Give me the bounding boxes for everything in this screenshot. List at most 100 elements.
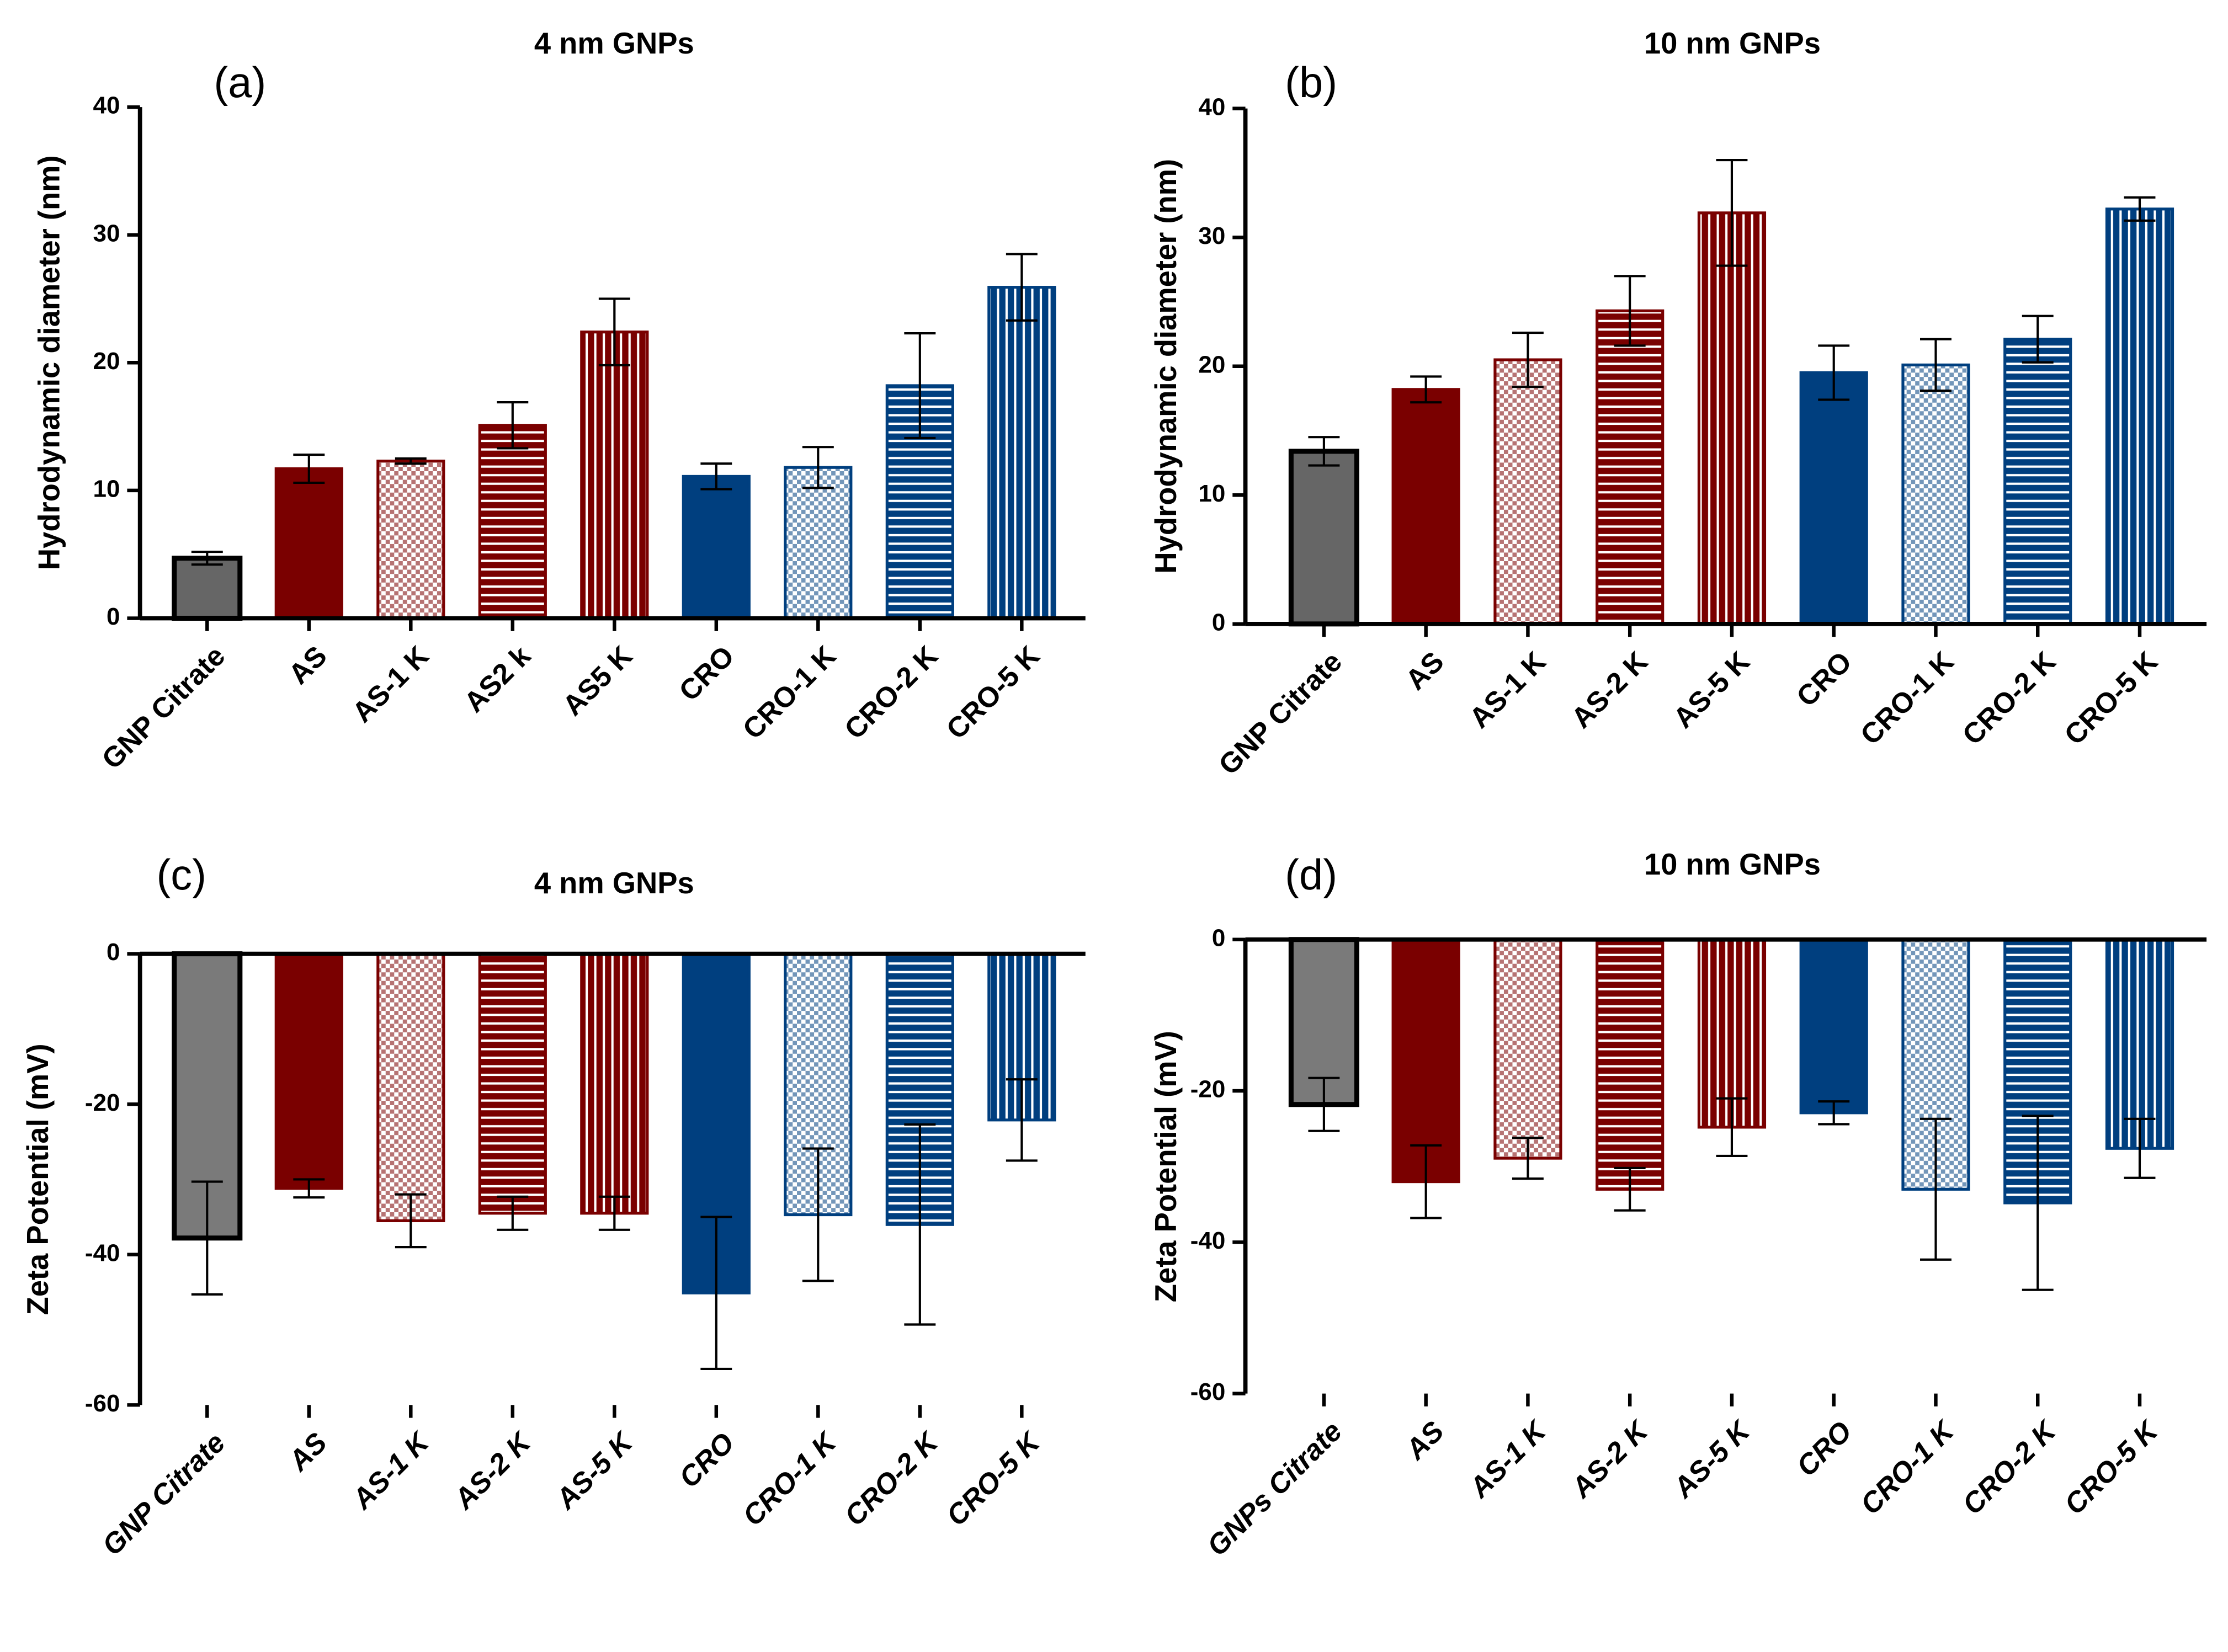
bar [885,384,954,620]
bar [2105,938,2174,1150]
error-bar [497,1195,529,1231]
x-tick-label: CRO-1 K [736,640,842,745]
error-bar [395,1193,427,1249]
error-bar [1308,436,1340,467]
x-tick-label: CRO-2 K [1956,1414,2063,1521]
x-tick-label: CRO-1 K [1854,1414,1961,1521]
bar [274,467,343,620]
bar [1596,938,1665,1191]
y-tick-label: -60 [1190,1378,1226,1405]
error-bar [904,1123,936,1326]
error-bar [1818,1100,1850,1126]
bar [580,952,649,1215]
x-tick-label: AS5 K [556,640,639,722]
bar [784,466,853,620]
bar [2105,207,2174,626]
y-tick-label: 20 [93,348,120,375]
y-tick-label: 30 [1198,222,1225,249]
error-bar [2022,315,2054,364]
bar [376,952,445,1223]
x-tick-label: AS [1399,645,1450,696]
x-tick-label: CRO-2 K [1956,645,2061,750]
error-bar [700,1216,732,1370]
bar [1799,371,1868,626]
chart-title: 10 nm GNPs [1644,848,1821,881]
bar [580,331,649,620]
panel-label: (d) [1285,851,1337,899]
chart-title: 4 nm GNPs [534,26,694,60]
chart-title: 10 nm GNPs [1644,26,1821,60]
x-tick-label: AS-1 K [346,640,435,728]
x-tick-label: CRO-2 K [838,1425,945,1532]
y-tick-label: -60 [85,1390,120,1417]
bar [1391,388,1460,626]
error-bar [1716,159,1748,267]
x-tick-label: AS-5 K [549,1425,640,1516]
bar [478,424,547,620]
x-tick-label: GNPs Citrate [1200,1415,1348,1562]
y-tick-label: 10 [93,476,120,503]
y-tick-label: 40 [93,92,120,119]
error-bar [1614,1166,1646,1212]
x-tick-label: CRO-1 K [1854,645,1959,750]
bar [1799,938,1868,1115]
panel-label: (c) [156,851,206,899]
x-tick-label: AS-1 K [1463,645,1552,734]
x-tick-label: CRO [673,1426,740,1494]
error-bar [2124,196,2156,222]
x-tick-label: AS-1 K [1462,1414,1553,1505]
y-tick-label: 40 [1198,93,1225,120]
y-axis-label: Hydrodynamic diameter (nm) [1149,159,1183,574]
x-tick-label: GNP Citrate [1212,645,1348,781]
y-tick-label: -40 [85,1239,120,1266]
x-tick-label: AS-5 K [1666,1414,1757,1505]
y-tick-label: 10 [1198,480,1225,507]
error-bar [1512,331,1544,388]
bar [478,952,547,1215]
error-bar [191,550,223,566]
error-bar [293,453,325,484]
bar [1493,938,1562,1160]
bar [172,556,243,621]
error-bar [1614,275,1646,347]
panel-label: (b) [1285,59,1337,106]
error-bar [1512,1136,1544,1180]
y-tick-label: 20 [1198,351,1225,378]
error-bar [497,401,529,450]
x-tick-label: CRO-5 K [940,640,1045,745]
error-bar [2022,1115,2054,1291]
error-bar [1920,1117,1952,1261]
x-tick-label: CRO-5 K [940,1425,1047,1532]
error-bar [2124,1117,2156,1179]
bar [1391,938,1460,1184]
x-tick-label: AS [281,1426,333,1478]
bar [2003,338,2072,626]
error-bar [700,462,732,491]
y-tick-label: -40 [1190,1227,1226,1254]
y-axis-label: Zeta Potential (mV) [1149,1031,1183,1302]
x-tick-label: CRO-5 K [2058,1414,2165,1521]
bar [1901,363,1970,626]
bar [376,460,445,620]
error-bar [802,446,834,489]
x-tick-label: CRO-2 K [838,640,944,745]
error-bar [1716,1097,1748,1158]
y-axis-label: Hydrodynamic diameter (nm) [33,155,66,570]
x-tick-label: CRO-1 K [736,1425,843,1532]
error-bar [1006,253,1038,322]
bar [1596,309,1665,626]
bar [1288,449,1359,627]
y-tick-label: 0 [107,939,120,966]
y-tick-label: 0 [107,603,120,630]
error-bar [191,1180,223,1296]
bar [1493,358,1562,626]
error-bar [904,332,936,439]
y-tick-label: 30 [93,220,120,247]
x-tick-label: CRO [673,640,740,707]
error-bar [1308,1077,1340,1132]
x-tick-label: AS-1 K [345,1425,436,1516]
error-bar [598,297,630,366]
y-tick-label: 0 [1212,609,1225,636]
error-bar [802,1147,834,1282]
